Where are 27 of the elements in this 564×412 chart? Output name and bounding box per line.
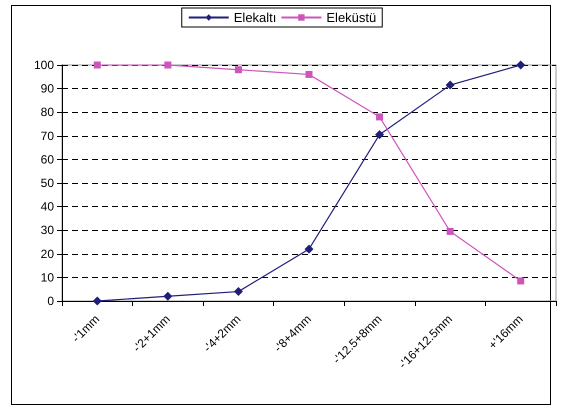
point	[517, 277, 524, 284]
y-tick-label: 0	[47, 294, 54, 308]
y-tick-label: 60	[40, 152, 54, 166]
y-tick-label: 70	[40, 128, 54, 143]
legend-label: Eleküstü	[326, 10, 376, 25]
y-tick-label: 40	[40, 200, 54, 214]
point	[163, 292, 172, 301]
point	[234, 66, 242, 74]
point	[446, 228, 454, 235]
legend-label: Elekaltı	[234, 10, 276, 25]
y-tick-label: 50	[40, 176, 54, 190]
point	[516, 60, 526, 70]
point	[306, 70, 312, 78]
point	[446, 80, 455, 90]
y-tick-label: 10	[40, 270, 54, 284]
y-tick-label: 90	[40, 82, 54, 96]
point	[376, 113, 384, 120]
y-tick-label: 20	[40, 246, 54, 261]
point	[92, 296, 102, 306]
point	[375, 130, 384, 140]
point	[94, 62, 101, 68]
point	[164, 62, 172, 68]
y-tick-label: 30	[40, 223, 54, 238]
point	[304, 244, 314, 254]
y-tick-label: 100	[34, 58, 54, 72]
point	[234, 287, 243, 296]
y-tick-label: 80	[40, 105, 54, 120]
